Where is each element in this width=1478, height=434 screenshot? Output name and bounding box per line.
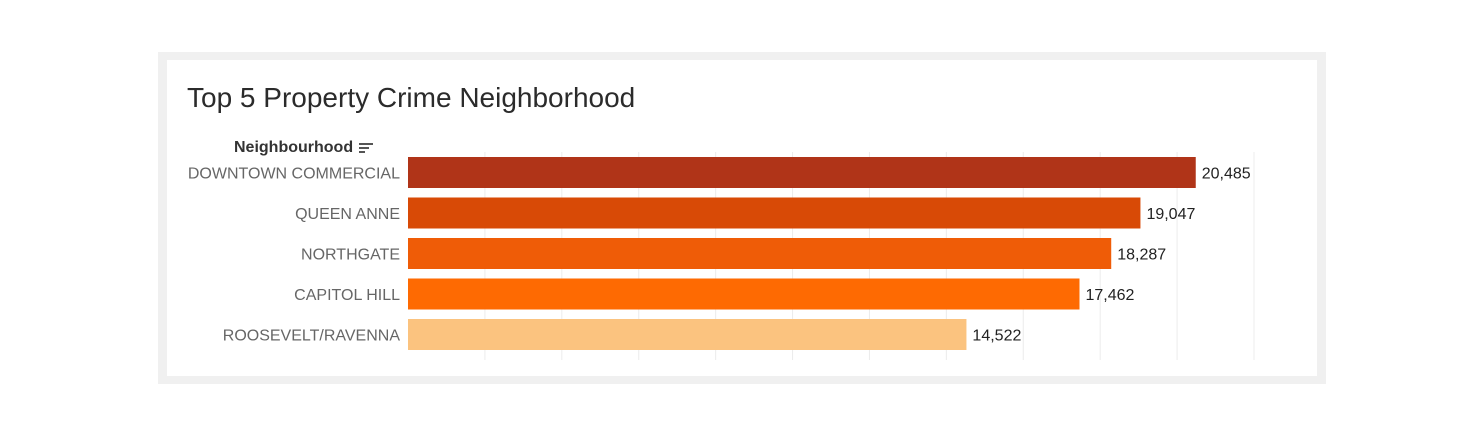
value-label: 14,522 [972, 328, 1021, 345]
dimension-header[interactable]: Neighbourhood [234, 139, 374, 157]
value-label: 19,047 [1146, 206, 1195, 223]
bar-chart: DOWNTOWN COMMERCIAL 20,485 QUEEN ANNE 19,04… [188, 152, 1255, 360]
chart-card: Top 5 Property Crime Neighborhood Neighb… [167, 60, 1317, 376]
category-label: CAPITOL HILL [294, 287, 400, 304]
bar[interactable] [408, 278, 1080, 310]
chart-title: Top 5 Property Crime Neighborhood [187, 82, 636, 113]
dashboard-panel: Top 5 Property Crime Neighborhood Neighb… [158, 52, 1326, 384]
category-label: QUEEN ANNE [295, 206, 400, 223]
value-label: 20,485 [1202, 166, 1251, 183]
bar[interactable] [408, 197, 1141, 229]
category-label: DOWNTOWN COMMERCIAL [188, 166, 400, 183]
bar[interactable] [408, 157, 1196, 188]
sort-descending-icon[interactable] [359, 141, 374, 155]
category-label: NORTHGATE [301, 247, 400, 264]
dimension-label: Neighbourhood [234, 139, 354, 156]
bar[interactable] [408, 319, 967, 350]
bar[interactable] [408, 238, 1112, 269]
value-label: 17,462 [1085, 287, 1134, 304]
value-label: 18,287 [1117, 247, 1166, 264]
category-label: ROOSEVELT/RAVENNA [223, 328, 401, 345]
